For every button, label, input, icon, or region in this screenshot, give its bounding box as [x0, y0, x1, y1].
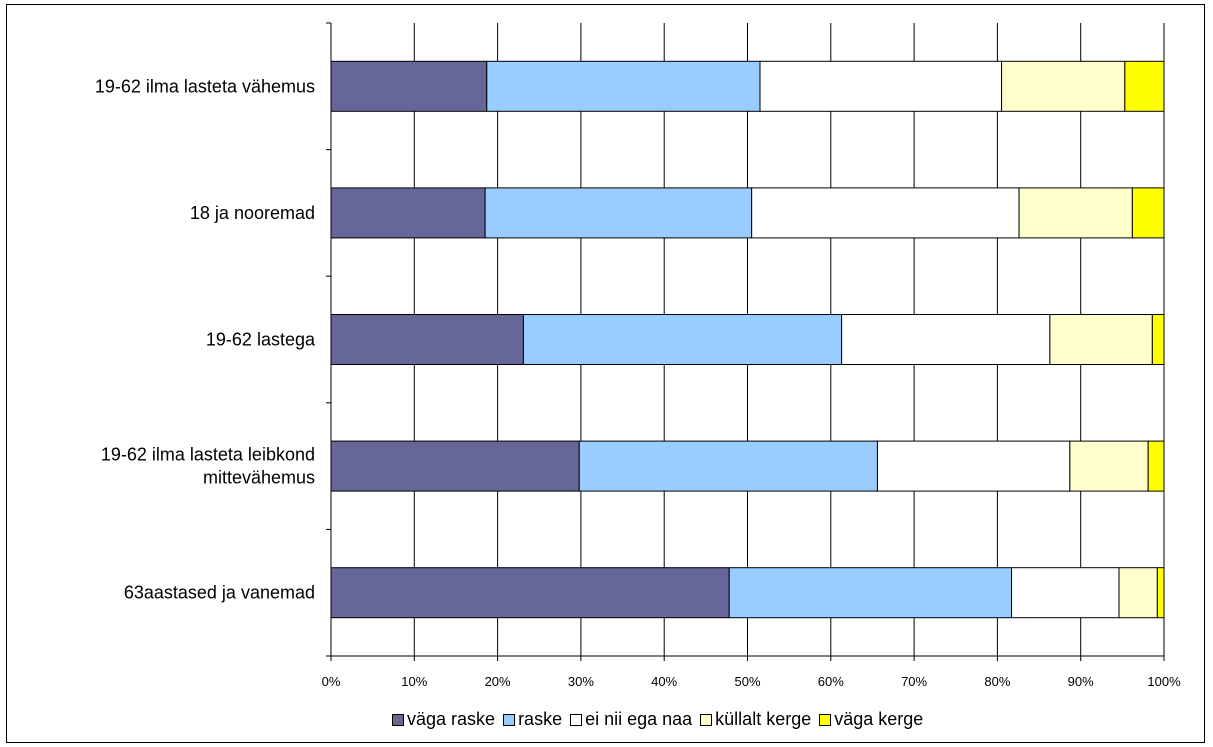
bar-segment — [330, 440, 580, 492]
x-tick-label: 80% — [984, 674, 1010, 689]
x-tick-label: 70% — [901, 674, 927, 689]
bar-segment — [578, 440, 878, 492]
bar-segment — [1018, 187, 1133, 239]
bar-segment — [1049, 314, 1153, 365]
bar-segment — [728, 567, 1013, 619]
x-tick-label: 20% — [485, 674, 511, 689]
legend-item: väga kerge — [819, 709, 923, 730]
x-tick-label: 0% — [322, 674, 341, 689]
legend-label: väga raske — [407, 709, 496, 729]
legend: väga raske raske ei nii ega naa küllalt ker… — [392, 709, 931, 730]
legend-swatch — [700, 713, 713, 726]
x-tick-label: 90% — [1068, 674, 1094, 689]
bar-segment — [1156, 567, 1165, 619]
category-label: 18 ja nooremad — [190, 203, 315, 223]
legend-item: küllalt kerge — [700, 709, 811, 730]
bar-segment — [751, 187, 1020, 239]
category-label: 19-62 lastega — [206, 330, 316, 350]
legend-swatch — [503, 713, 516, 726]
bar-segment — [1001, 60, 1126, 112]
bar-segment — [1147, 440, 1165, 492]
category-label: mittevähemus — [203, 468, 315, 488]
legend-label: väga kerge — [834, 709, 924, 729]
legend-swatch — [819, 713, 832, 726]
bar-segment — [484, 187, 753, 239]
legend-item: ei nii ega naa — [570, 709, 692, 730]
x-tick-label: 10% — [401, 674, 427, 689]
legend-label: ei nii ega naa — [585, 709, 693, 729]
bar-segment — [1124, 60, 1165, 112]
bar-segment — [330, 567, 730, 619]
bar-segment — [330, 60, 488, 112]
x-tick-label: 40% — [651, 674, 677, 689]
legend-item: raske — [503, 709, 562, 730]
legend-label: küllalt kerge — [715, 709, 812, 729]
bar-segment — [1131, 187, 1165, 239]
x-tick-label: 60% — [818, 674, 844, 689]
legend-item: väga raske — [392, 709, 495, 730]
category-label: 19-62 ilma lasteta vähemus — [95, 76, 315, 96]
bar-segment — [876, 440, 1071, 492]
bars — [330, 60, 1165, 619]
bar-segment — [1118, 567, 1158, 619]
axes — [326, 22, 1165, 661]
bar-segment — [1151, 314, 1165, 365]
bar-segment — [522, 314, 843, 365]
x-tick-label: 100% — [1147, 674, 1181, 689]
x-tick-label: 30% — [568, 674, 594, 689]
bar-segment — [486, 60, 761, 112]
bar-segment — [330, 187, 486, 239]
category-label: 19-62 ilma lasteta leibkond — [101, 445, 315, 465]
bar-segment — [841, 314, 1051, 365]
bar-segment — [1069, 440, 1149, 492]
x-tick-label: 50% — [734, 674, 760, 689]
category-label: 63aastased ja vanemad — [124, 583, 315, 603]
legend-swatch — [392, 713, 404, 726]
bar-segment — [330, 314, 524, 365]
legend-label: raske — [518, 709, 563, 729]
labels: 0% 10% 20% 30% 40% 50% 60% 70% 80% 90% 100% 19-62 i… — [95, 76, 1181, 689]
chart-frame — [6, 4, 1205, 743]
bar-segment — [1011, 567, 1120, 619]
bar-segment — [759, 60, 1003, 112]
legend-swatch — [570, 713, 583, 726]
